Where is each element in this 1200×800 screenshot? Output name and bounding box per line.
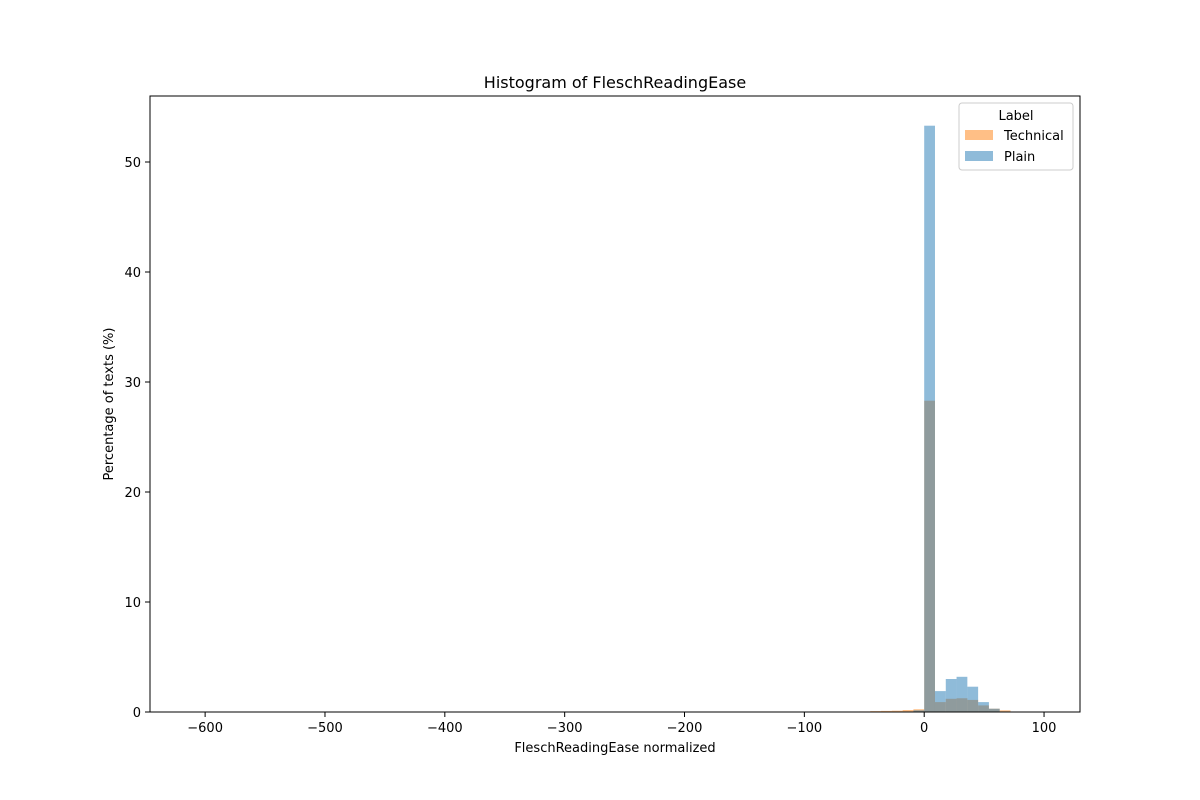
x-tick-label: −400 [427, 721, 463, 736]
bar-technical-4 [902, 710, 914, 712]
bar-plain-8 [988, 708, 1000, 712]
bars-layer [859, 125, 1011, 712]
bar-technical-3 [891, 710, 903, 712]
bar-plain-7 [978, 702, 989, 712]
y-tick-label: 10 [124, 596, 141, 611]
x-axis-label: FleschReadingEase normalized [514, 741, 715, 756]
y-tick-label: 50 [124, 156, 141, 171]
y-axis-ticks: 0 10 20 30 40 50 [124, 156, 150, 721]
chart-title: Histogram of FleschReadingEase [484, 73, 746, 92]
legend-label-technical: Technical [1003, 129, 1064, 144]
x-tick-label: −600 [187, 721, 223, 736]
legend: Label Technical Plain [958, 102, 1074, 171]
y-tick-label: 0 [133, 706, 141, 721]
x-axis-ticks: −600 −500 −400 −300 −200 −100 0 100 [187, 712, 1056, 736]
bar-plain-2 [924, 125, 935, 712]
x-tick-label: −100 [786, 721, 822, 736]
x-tick-label: 0 [920, 721, 928, 736]
legend-label-plain: Plain [1004, 150, 1035, 165]
legend-swatch-technical [965, 130, 993, 140]
bar-plain-1 [913, 710, 925, 712]
legend-swatch-plain [965, 151, 993, 161]
legend-title: Label [998, 109, 1033, 124]
bar-plain-4 [945, 679, 957, 712]
bar-plain-6 [967, 686, 979, 712]
x-tick-label: −500 [307, 721, 343, 736]
y-tick-label: 20 [124, 486, 141, 501]
y-axis-label: Percentage of texts (%) [102, 328, 117, 481]
y-tick-label: 30 [124, 376, 141, 391]
y-tick-label: 40 [124, 266, 141, 281]
bar-technical-2 [881, 710, 892, 712]
bar-plain-5 [956, 676, 968, 712]
x-tick-label: −200 [667, 721, 703, 736]
x-tick-label: 100 [1032, 721, 1057, 736]
bar-plain-3 [934, 691, 946, 712]
bar-technical-13 [999, 710, 1011, 712]
axes-frame [149, 95, 1081, 713]
x-tick-label: −300 [547, 721, 583, 736]
